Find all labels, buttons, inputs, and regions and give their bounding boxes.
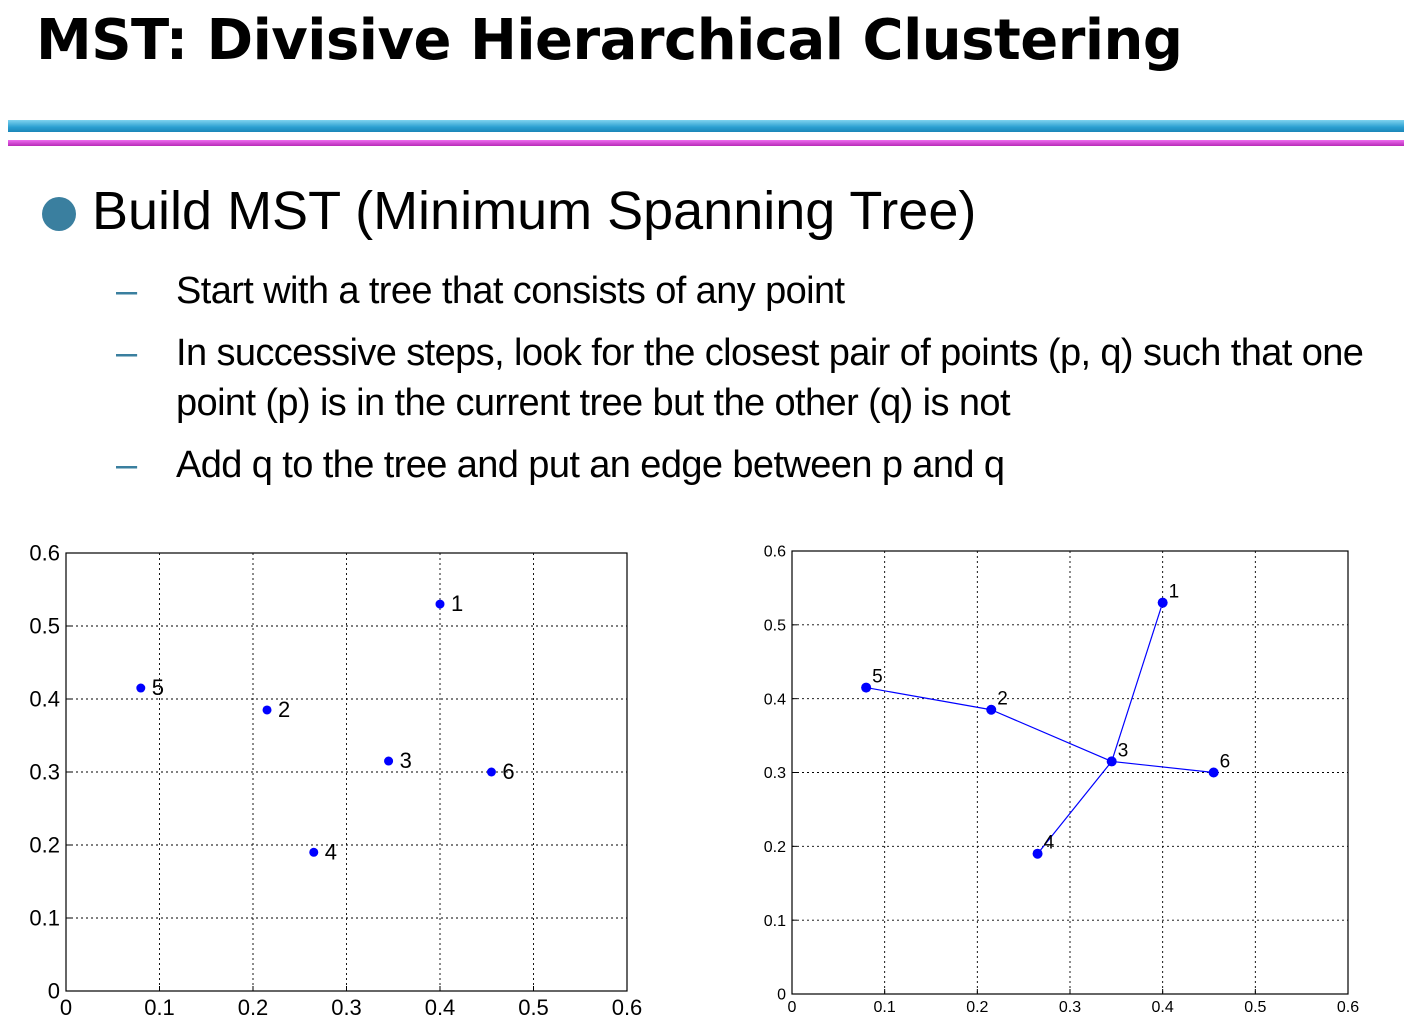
sub-bullet-text: In successive steps, look for the closes… xyxy=(176,332,1364,424)
data-point xyxy=(1157,597,1168,608)
sub-bullet-text: Add q to the tree and put an edge betwee… xyxy=(176,444,1005,486)
data-point xyxy=(435,599,445,609)
title-divider-magenta xyxy=(8,140,1404,146)
data-point xyxy=(1208,767,1219,778)
y-tick-label: 0 xyxy=(48,979,60,1004)
scatter-plot-points: 0 0.1 0.2 0.3 0.4 0.5 0.6 0 0.1 0.2 0.3 0.4 0.5 0.6 1 2… xyxy=(29,541,643,1020)
bullet-dot-icon xyxy=(42,197,76,231)
data-point xyxy=(136,683,146,693)
mst-edge xyxy=(866,687,992,711)
data-point xyxy=(384,756,394,766)
data-point-label: 4 xyxy=(325,839,337,864)
y-tick-label: 0.5 xyxy=(29,614,60,639)
data-point xyxy=(861,682,872,693)
dash-icon: – xyxy=(116,270,138,312)
mst-edge xyxy=(1037,761,1113,855)
title-divider-blue xyxy=(8,120,1404,132)
mst-edge xyxy=(1111,602,1164,762)
data-point xyxy=(986,704,997,715)
x-tick-label: 0.3 xyxy=(331,995,362,1020)
sub-bullet-item: – Add q to the tree and put an edge betw… xyxy=(116,440,1402,490)
data-point-label: 3 xyxy=(400,748,412,773)
y-tick-label: 0.4 xyxy=(764,691,786,708)
data-point-label: 5 xyxy=(872,667,883,688)
mst-edge xyxy=(1111,760,1214,774)
x-tick-label: 0.1 xyxy=(144,995,175,1020)
data-point-label: 6 xyxy=(1220,752,1231,773)
data-point-label: 2 xyxy=(997,689,1008,710)
y-tick-label: 0 xyxy=(777,987,786,1004)
x-tick-label: 0.1 xyxy=(874,999,896,1016)
data-point-label: 4 xyxy=(1044,833,1055,854)
sub-bullet-text: Start with a tree that consists of any p… xyxy=(176,270,845,312)
main-bullet-text: Build MST (Minimum Spanning Tree) xyxy=(92,181,977,241)
data-point-label: 3 xyxy=(1118,740,1129,761)
x-tick-label: 0.2 xyxy=(966,999,988,1016)
data-point-label: 1 xyxy=(451,591,463,616)
y-tick-label: 0.3 xyxy=(29,760,60,785)
dash-icon: – xyxy=(116,332,138,374)
x-tick-label: 0.5 xyxy=(518,995,549,1020)
y-tick-label: 0.1 xyxy=(764,913,786,930)
data-point xyxy=(1032,848,1043,859)
y-tick-label: 0.2 xyxy=(29,833,60,858)
y-tick-label: 0.6 xyxy=(29,541,60,566)
data-point xyxy=(486,767,496,777)
data-point xyxy=(262,705,272,715)
data-point-label: 1 xyxy=(1169,582,1180,603)
sub-bullet-item: – Start with a tree that consists of any… xyxy=(116,266,1402,316)
sub-bullet-item: – In successive steps, look for the clos… xyxy=(116,328,1402,428)
dash-icon: – xyxy=(116,444,138,486)
x-tick-label: 0.4 xyxy=(1152,999,1174,1016)
main-bullet: Build MST (Minimum Spanning Tree) xyxy=(42,180,976,242)
data-point-label: 2 xyxy=(278,697,290,722)
data-point xyxy=(309,847,319,857)
sub-bullet-list: – Start with a tree that consists of any… xyxy=(116,266,1402,502)
data-point xyxy=(1106,756,1117,767)
x-tick-label: 0.3 xyxy=(1059,999,1081,1016)
x-tick-label: 0 xyxy=(788,999,797,1016)
x-tick-label: 0 xyxy=(60,995,72,1020)
scatter-plot-mst: 0 0.1 0.2 0.3 0.4 0.5 0.6 0 0.1 0.2 0.3 0.4 0.5 0.6 1 2… xyxy=(764,544,1359,1016)
y-tick-label: 0.6 xyxy=(764,544,786,561)
x-tick-label: 0.5 xyxy=(1244,999,1266,1016)
x-tick-label: 0.6 xyxy=(612,995,643,1020)
x-tick-label: 0.6 xyxy=(1337,999,1359,1016)
x-tick-label: 0.2 xyxy=(238,995,269,1020)
y-tick-label: 0.1 xyxy=(29,906,60,931)
y-tick-label: 0.4 xyxy=(29,687,60,712)
slide-title: MST: Divisive Hierarchical Clustering xyxy=(36,8,1183,73)
x-tick-label: 0.4 xyxy=(425,995,456,1020)
data-point-label: 5 xyxy=(152,675,164,700)
y-tick-label: 0.5 xyxy=(764,617,786,634)
data-point-label: 6 xyxy=(502,759,514,784)
y-tick-label: 0.2 xyxy=(764,839,786,856)
y-tick-label: 0.3 xyxy=(764,765,786,782)
mst-edge xyxy=(990,709,1112,762)
